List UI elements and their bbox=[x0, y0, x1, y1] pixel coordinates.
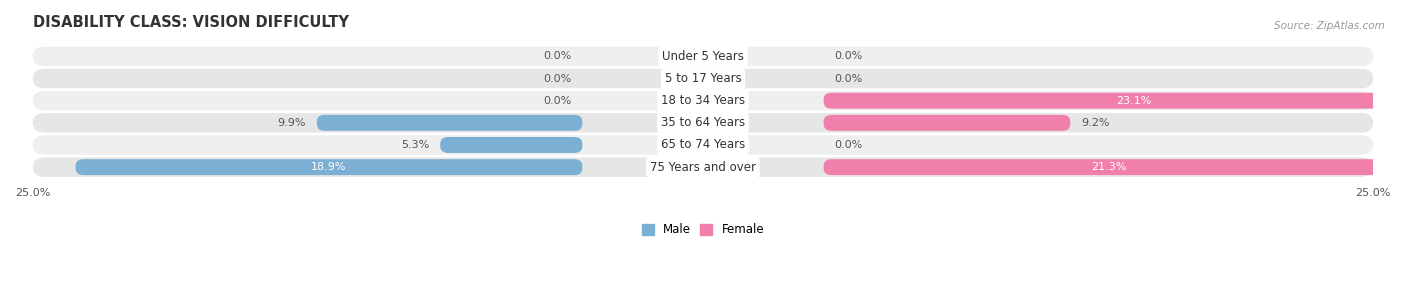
Text: 35 to 64 Years: 35 to 64 Years bbox=[661, 116, 745, 129]
FancyBboxPatch shape bbox=[824, 159, 1395, 175]
Text: 0.0%: 0.0% bbox=[834, 140, 863, 150]
FancyBboxPatch shape bbox=[824, 115, 1070, 131]
Text: 0.0%: 0.0% bbox=[543, 51, 572, 62]
Text: 9.9%: 9.9% bbox=[277, 118, 307, 128]
Text: 5.3%: 5.3% bbox=[401, 140, 429, 150]
Text: 18.9%: 18.9% bbox=[311, 162, 347, 172]
Text: 5 to 17 Years: 5 to 17 Years bbox=[665, 72, 741, 85]
FancyBboxPatch shape bbox=[32, 47, 1374, 66]
Text: Source: ZipAtlas.com: Source: ZipAtlas.com bbox=[1274, 21, 1385, 32]
FancyBboxPatch shape bbox=[32, 69, 1374, 88]
Text: 0.0%: 0.0% bbox=[834, 73, 863, 84]
FancyBboxPatch shape bbox=[824, 93, 1406, 109]
FancyBboxPatch shape bbox=[32, 91, 1374, 110]
Text: 65 to 74 Years: 65 to 74 Years bbox=[661, 139, 745, 151]
Text: 0.0%: 0.0% bbox=[543, 96, 572, 106]
Text: 21.3%: 21.3% bbox=[1091, 162, 1126, 172]
Text: 18 to 34 Years: 18 to 34 Years bbox=[661, 94, 745, 107]
FancyBboxPatch shape bbox=[32, 135, 1374, 155]
Text: DISABILITY CLASS: VISION DIFFICULTY: DISABILITY CLASS: VISION DIFFICULTY bbox=[32, 15, 349, 30]
Text: Under 5 Years: Under 5 Years bbox=[662, 50, 744, 63]
Text: 0.0%: 0.0% bbox=[834, 51, 863, 62]
FancyBboxPatch shape bbox=[32, 113, 1374, 132]
Legend: Male, Female: Male, Female bbox=[641, 223, 765, 236]
Text: 75 Years and over: 75 Years and over bbox=[650, 161, 756, 174]
FancyBboxPatch shape bbox=[316, 115, 582, 131]
Text: 9.2%: 9.2% bbox=[1081, 118, 1109, 128]
Text: 0.0%: 0.0% bbox=[543, 73, 572, 84]
FancyBboxPatch shape bbox=[76, 159, 582, 175]
Text: 23.1%: 23.1% bbox=[1115, 96, 1152, 106]
FancyBboxPatch shape bbox=[32, 157, 1374, 177]
FancyBboxPatch shape bbox=[440, 137, 582, 153]
